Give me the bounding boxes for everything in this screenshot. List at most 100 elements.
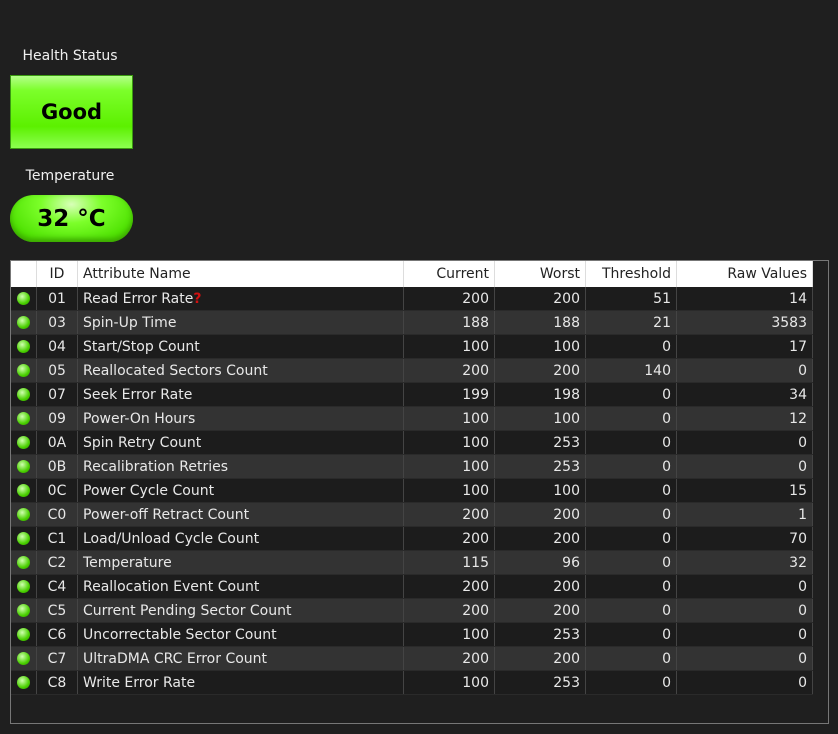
column-header[interactable]: Attribute Name: [77, 261, 404, 287]
cell-text: 100: [462, 626, 489, 643]
column-header[interactable]: ID: [36, 261, 78, 287]
current-cell: 100: [403, 670, 495, 695]
cell-text: 200: [462, 602, 489, 619]
raw-value-cell: 0: [676, 430, 813, 455]
cell-text: 100: [462, 434, 489, 451]
cell-text: 0: [798, 434, 807, 451]
cell-text: 0: [798, 674, 807, 691]
cell-text: 0: [662, 554, 671, 571]
cell-text: Recalibration Retries: [83, 458, 229, 475]
cell-text: 253: [553, 458, 580, 475]
cell-text: 0: [662, 626, 671, 643]
cell-text: 01: [48, 290, 66, 307]
id-cell: 0A: [36, 430, 78, 455]
attribute-name-cell: Load/Unload Cycle Count: [77, 526, 404, 551]
cell-text: 200: [462, 650, 489, 667]
cell-text: 200: [462, 578, 489, 595]
table-row[interactable]: C4 Reallocation Event Count 200 200 0 0: [11, 574, 813, 599]
threshold-cell: 0: [585, 334, 677, 359]
column-header[interactable]: Worst: [494, 261, 586, 287]
threshold-cell: 140: [585, 358, 677, 383]
table-row[interactable]: 09 Power-On Hours 100 100 0 12: [11, 406, 813, 431]
current-cell: 100: [403, 454, 495, 479]
raw-value-cell: 34: [676, 382, 813, 407]
table-row[interactable]: C2 Temperature 115 96 0 32: [11, 550, 813, 575]
status-cell: [11, 526, 37, 551]
threshold-cell: 0: [585, 550, 677, 575]
worst-cell: 253: [494, 454, 586, 479]
status-cell: [11, 646, 37, 671]
column-header[interactable]: Raw Values: [676, 261, 813, 287]
status-good-icon: [17, 676, 30, 689]
table-row[interactable]: 03 Spin-Up Time 188 188 21 3583: [11, 310, 813, 335]
id-cell: 0C: [36, 478, 78, 503]
cell-text: Current Pending Sector Count: [83, 602, 292, 619]
column-header[interactable]: Current: [403, 261, 495, 287]
attribute-name-cell: Read Error Rate?: [77, 287, 404, 311]
current-cell: 200: [403, 502, 495, 527]
column-header[interactable]: Threshold: [585, 261, 677, 287]
table-row[interactable]: 05 Reallocated Sectors Count 200 200 140 0: [11, 358, 813, 383]
id-cell: C2: [36, 550, 78, 575]
current-cell: 100: [403, 406, 495, 431]
cell-text: Read Error Rate: [83, 290, 194, 307]
cell-text: C6: [47, 626, 67, 643]
cell-text: 253: [553, 626, 580, 643]
threshold-cell: 0: [585, 670, 677, 695]
attribute-name-cell: Seek Error Rate: [77, 382, 404, 407]
cell-text: 0: [662, 482, 671, 499]
current-cell: 100: [403, 430, 495, 455]
cell-text: 14: [789, 290, 807, 307]
cell-text: 100: [462, 338, 489, 355]
table-row[interactable]: 07 Seek Error Rate 199 198 0 34: [11, 382, 813, 407]
status-cell: [11, 406, 37, 431]
id-cell: C1: [36, 526, 78, 551]
cell-text: 100: [553, 482, 580, 499]
threshold-cell: 0: [585, 406, 677, 431]
cell-text: 0: [662, 386, 671, 403]
table-row[interactable]: C5 Current Pending Sector Count 200 200 0 0: [11, 598, 813, 623]
table-row[interactable]: C8 Write Error Rate 100 253 0 0: [11, 670, 813, 695]
temperature-label: Temperature: [25, 168, 115, 184]
raw-value-cell: 0: [676, 622, 813, 647]
threshold-cell: 0: [585, 526, 677, 551]
question-mark-icon[interactable]: ?: [193, 290, 202, 307]
cell-text: 09: [48, 410, 66, 427]
smart-attributes-table[interactable]: ID Attribute Name Current Worst Threshold Raw…: [10, 260, 829, 724]
table-row[interactable]: C7 UltraDMA CRC Error Count 200 200 0 0: [11, 646, 813, 671]
threshold-cell: 0: [585, 454, 677, 479]
raw-value-cell: 14: [676, 287, 813, 311]
table-row[interactable]: 0B Recalibration Retries 100 253 0 0: [11, 454, 813, 479]
raw-value-cell: 15: [676, 478, 813, 503]
raw-value-cell: 0: [676, 574, 813, 599]
table-row[interactable]: 04 Start/Stop Count 100 100 0 17: [11, 334, 813, 359]
status-cell: [11, 334, 37, 359]
worst-cell: 200: [494, 574, 586, 599]
table-row[interactable]: 0A Spin Retry Count 100 253 0 0: [11, 430, 813, 455]
table-row[interactable]: C6 Uncorrectable Sector Count 100 253 0 0: [11, 622, 813, 647]
table-row[interactable]: 01 Read Error Rate? 200 200 51 14: [11, 287, 813, 311]
table-row[interactable]: 0C Power Cycle Count 100 100 0 15: [11, 478, 813, 503]
attribute-name-cell: Start/Stop Count: [77, 334, 404, 359]
raw-value-cell: 32: [676, 550, 813, 575]
table-row[interactable]: C1 Load/Unload Cycle Count 200 200 0 70: [11, 526, 813, 551]
current-cell: 115: [403, 550, 495, 575]
cell-text: 0: [662, 602, 671, 619]
cell-text: 0: [662, 530, 671, 547]
cell-text: Reallocated Sectors Count: [83, 362, 268, 379]
worst-cell: 200: [494, 287, 586, 311]
worst-cell: 198: [494, 382, 586, 407]
status-good-icon: [17, 316, 30, 329]
attribute-name-cell: Current Pending Sector Count: [77, 598, 404, 623]
status-good-icon: [17, 532, 30, 545]
table-row[interactable]: C0 Power-off Retract Count 200 200 0 1: [11, 502, 813, 527]
cell-text: 188: [553, 314, 580, 331]
raw-value-cell: 17: [676, 334, 813, 359]
cell-text: 0: [798, 362, 807, 379]
current-cell: 200: [403, 526, 495, 551]
column-header[interactable]: [11, 261, 37, 287]
cell-text: C4: [47, 578, 67, 595]
current-cell: 100: [403, 622, 495, 647]
cell-text: 100: [462, 674, 489, 691]
cell-text: 0: [798, 650, 807, 667]
